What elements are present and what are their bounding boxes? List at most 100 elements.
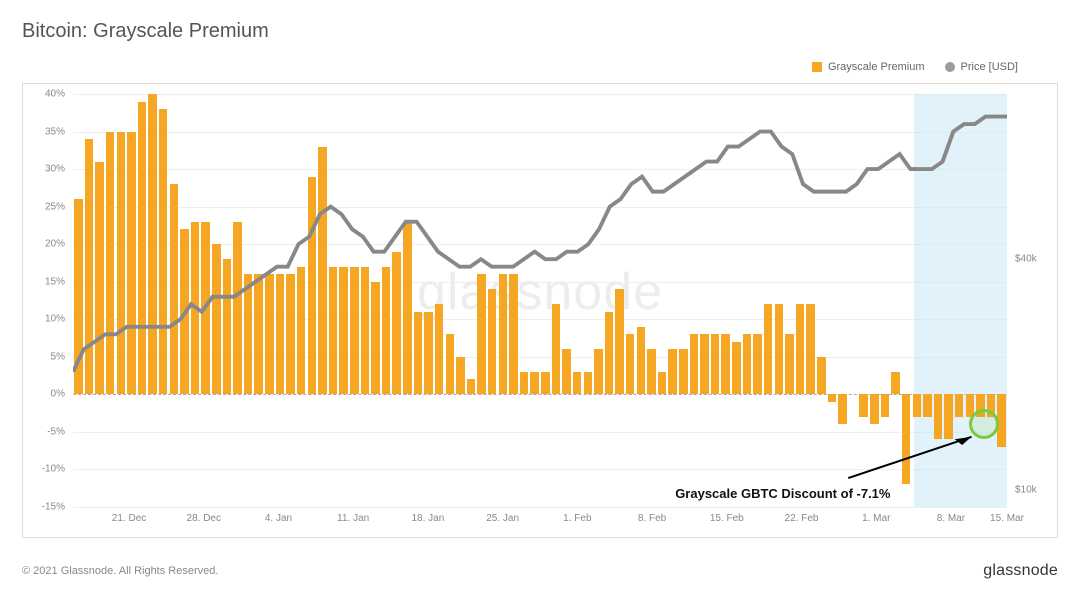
chart: -15%-10%-5%0%5%10%15%20%25%30%35%40% $40… [22, 83, 1058, 538]
bar [690, 334, 698, 394]
bar [668, 349, 676, 394]
legend-swatch-price [945, 62, 955, 72]
bar [594, 349, 602, 394]
bar [859, 394, 867, 417]
legend-swatch-premium [812, 62, 822, 72]
bar [584, 372, 592, 395]
bar [944, 394, 952, 439]
bar [297, 267, 305, 395]
bar [339, 267, 347, 395]
bar [764, 304, 772, 394]
legend-label-premium: Grayscale Premium [828, 61, 925, 73]
bar [775, 304, 783, 394]
brand-logo: glassnode [983, 562, 1058, 580]
bar [838, 394, 846, 424]
bar [329, 267, 337, 395]
gridline [73, 469, 1007, 470]
bar [382, 267, 390, 395]
bar [435, 304, 443, 394]
bar [117, 132, 125, 395]
y-right-tick-label: $40k [1015, 254, 1037, 265]
bar [923, 394, 931, 417]
y-tick-label: 0% [51, 389, 65, 400]
bar [891, 372, 899, 395]
bar [934, 394, 942, 439]
bar [276, 274, 284, 394]
bar [392, 252, 400, 395]
bar [286, 274, 294, 394]
bar [658, 372, 666, 395]
bar [509, 274, 517, 394]
bar [721, 334, 729, 394]
bar [615, 289, 623, 394]
gridline [73, 207, 1007, 208]
y-axis-left: -15%-10%-5%0%5%10%15%20%25%30%35%40% [23, 94, 71, 507]
x-tick-label: 25. Jan [486, 513, 519, 524]
gridline [73, 94, 1007, 95]
bar [828, 394, 836, 402]
bar [488, 289, 496, 394]
x-tick-label: 21. Dec [112, 513, 146, 524]
legend-item-premium: Grayscale Premium [812, 61, 925, 73]
bar [138, 102, 146, 395]
bar [127, 132, 135, 395]
bar [201, 222, 209, 395]
bar [456, 357, 464, 395]
plot-area: glassnode Grayscale GBTC Discount of -7.… [73, 94, 1007, 507]
bar [170, 184, 178, 394]
bar [679, 349, 687, 394]
bar [467, 379, 475, 394]
bar [753, 334, 761, 394]
bar [318, 147, 326, 395]
legend-label-price: Price [USD] [961, 61, 1018, 73]
bar [552, 304, 560, 394]
page-title: Bitcoin: Grayscale Premium [22, 20, 1058, 43]
y-tick-label: -15% [42, 502, 65, 513]
x-tick-label: 8. Mar [937, 513, 965, 524]
bar [955, 394, 963, 417]
bar [403, 222, 411, 395]
annotation-label: Grayscale GBTC Discount of -7.1% [675, 486, 890, 501]
y-tick-label: -10% [42, 464, 65, 475]
bar [997, 394, 1005, 447]
y-right-tick-label: $10k [1015, 485, 1037, 496]
bar [499, 274, 507, 394]
bar [180, 229, 188, 394]
watermark: glassnode [417, 262, 663, 322]
bar [796, 304, 804, 394]
bar [605, 312, 613, 395]
copyright: © 2021 Glassnode. All Rights Reserved. [22, 565, 218, 577]
bar [902, 394, 910, 484]
bar [881, 394, 889, 417]
bar [477, 274, 485, 394]
y-tick-label: 30% [45, 164, 65, 175]
bar [148, 94, 156, 394]
x-tick-label: 15. Feb [710, 513, 744, 524]
y-tick-label: -5% [47, 426, 65, 437]
bar [520, 372, 528, 395]
bar [530, 372, 538, 395]
bar [244, 274, 252, 394]
y-tick-label: 10% [45, 314, 65, 325]
x-tick-label: 28. Dec [187, 513, 221, 524]
x-tick-label: 18. Jan [412, 513, 445, 524]
bar [446, 334, 454, 394]
bar [350, 267, 358, 395]
bar [191, 222, 199, 395]
bar [85, 139, 93, 394]
bar [159, 109, 167, 394]
x-tick-label: 8. Feb [638, 513, 666, 524]
bar [573, 372, 581, 395]
gridline [73, 432, 1007, 433]
bar [95, 162, 103, 395]
y-tick-label: 15% [45, 276, 65, 287]
bar [371, 282, 379, 395]
y-tick-label: 35% [45, 126, 65, 137]
highlight-circle [969, 409, 999, 439]
bar [700, 334, 708, 394]
x-axis: 21. Dec28. Dec4. Jan11. Jan18. Jan25. Ja… [73, 513, 1007, 529]
y-tick-label: 40% [45, 89, 65, 100]
bar [106, 132, 114, 395]
bar [785, 334, 793, 394]
bar [541, 372, 549, 395]
